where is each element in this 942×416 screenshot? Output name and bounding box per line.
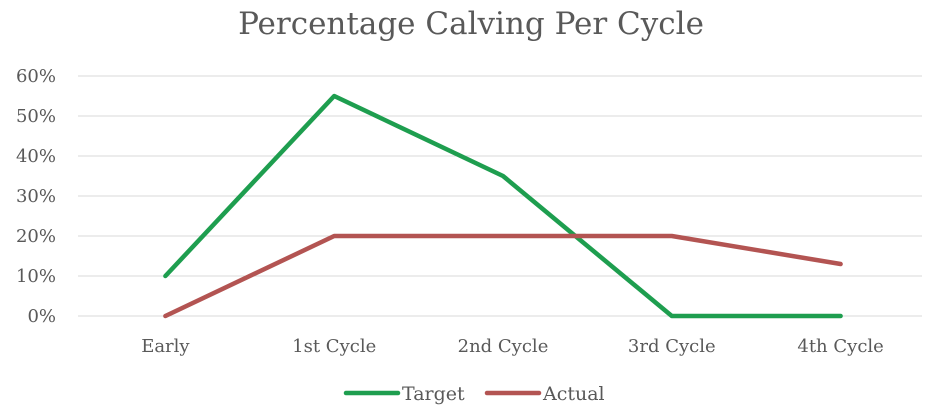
x-tick-label: 1st Cycle <box>292 336 376 357</box>
legend-label-actual: Actual <box>542 383 605 405</box>
y-tick-label: 20% <box>16 226 56 247</box>
y-tick-label: 60% <box>16 66 56 87</box>
series-line-actual <box>163 233 843 319</box>
x-tick-label: 2nd Cycle <box>458 336 549 357</box>
chart-title: Percentage Calving Per Cycle <box>238 6 704 42</box>
series-line-target <box>163 93 843 319</box>
y-tick-label: 50% <box>16 106 56 127</box>
x-tick-label: 4th Cycle <box>797 336 883 357</box>
x-tick-label: 3rd Cycle <box>628 336 716 357</box>
y-tick-label: 10% <box>16 266 56 287</box>
gridlines <box>78 75 922 317</box>
x-axis-ticks: Early 1st Cycle 2nd Cycle 3rd Cycle 4th Cycl… <box>141 336 884 357</box>
legend: Target Actual <box>343 383 605 405</box>
y-tick-label: 0% <box>27 306 56 327</box>
y-tick-label: 30% <box>16 186 56 207</box>
legend-label-target: Target <box>402 383 465 405</box>
y-axis-ticks: 0% 10% 20% 30% 40% 50% 60% <box>16 66 56 327</box>
series-group <box>163 93 843 319</box>
x-tick-label: Early <box>141 336 190 357</box>
y-tick-label: 40% <box>16 146 56 167</box>
